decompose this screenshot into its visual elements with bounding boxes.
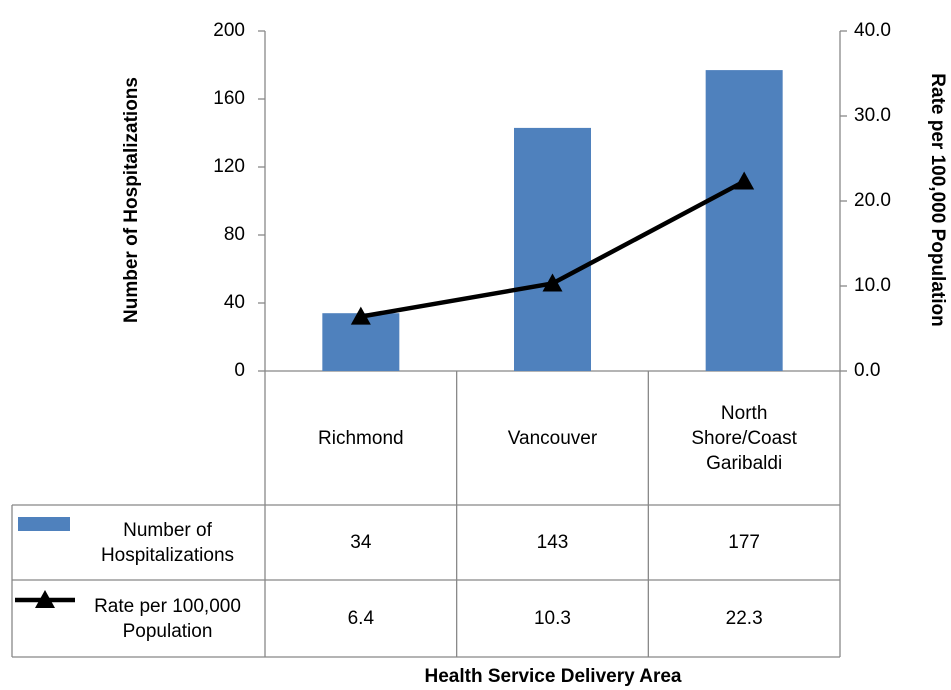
- table-value: 10.3: [457, 580, 649, 657]
- table-value-text: 10.3: [533, 608, 571, 629]
- table-value-text: 34: [350, 532, 372, 553]
- category-label: North Shore/Coast Garibaldi: [648, 371, 840, 505]
- legend-key: [18, 517, 70, 531]
- table-value-text: 143: [536, 532, 569, 553]
- bar: [514, 127, 591, 372]
- line-marker: [542, 273, 563, 292]
- bar: [705, 70, 783, 371]
- table-value: 6.4: [265, 580, 457, 657]
- table-value-text: 177: [728, 532, 760, 553]
- y2-tick-label: 30.0: [854, 105, 891, 126]
- y-axis-title: Number of Hospitalizations: [121, 77, 142, 323]
- y-tick-label: 80: [224, 224, 245, 245]
- category-label-text: Vancouver: [507, 427, 598, 449]
- category-label-text: North Shore/Coast Garibaldi: [691, 402, 797, 474]
- y-tick-label: 0: [234, 360, 245, 381]
- category-label-text: Richmond: [318, 427, 404, 449]
- table-value-text: 22.3: [725, 608, 763, 629]
- legend-key: [35, 590, 55, 608]
- legend-label-text: Number of Hospitalizations: [100, 519, 235, 566]
- y2-tick-label: 40.0: [854, 20, 891, 41]
- category-label: Richmond: [265, 371, 457, 505]
- legend-label: Number of Hospitalizations: [70, 505, 265, 580]
- legend-label-text: Rate per 100,000 Population: [94, 595, 241, 642]
- table-value: 34: [265, 505, 457, 580]
- table-value: 177: [648, 505, 840, 580]
- x-axis-title: Health Service Delivery Area: [424, 666, 681, 687]
- y-tick-label: 120: [213, 156, 245, 177]
- category-label: Vancouver: [457, 371, 649, 505]
- y-tick-label: 200: [213, 20, 245, 41]
- line-marker: [350, 306, 371, 325]
- y2-axis-title: Rate per 100,000 Population: [927, 73, 948, 326]
- table-value: 143: [457, 505, 649, 580]
- y-tick-label: 160: [213, 88, 245, 109]
- y2-tick-label: 0.0: [854, 360, 880, 381]
- table-value-text: 6.4: [347, 608, 375, 629]
- y2-tick-label: 20.0: [854, 190, 891, 211]
- legend-label: Rate per 100,000 Population: [70, 580, 265, 657]
- line-marker: [734, 171, 755, 190]
- y2-tick-label: 10.0: [854, 275, 891, 296]
- table-value: 22.3: [648, 580, 840, 657]
- y-tick-label: 40: [224, 292, 245, 313]
